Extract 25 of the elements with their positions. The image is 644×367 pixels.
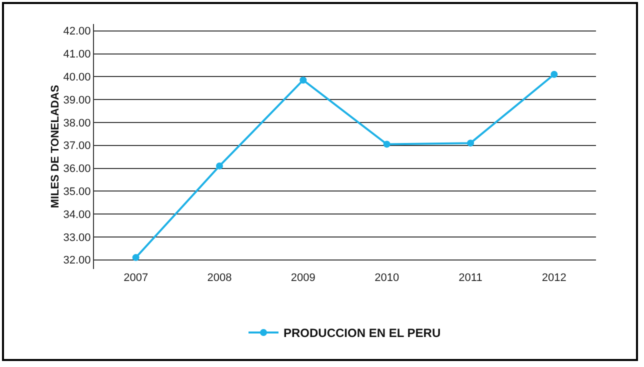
y-tick-label: 36.00 [63, 163, 91, 176]
y-tick-label: 32.00 [63, 254, 91, 267]
x-tick-label: 2012 [542, 272, 566, 284]
point [216, 162, 223, 170]
y-tick-label: 39.00 [63, 94, 91, 106]
y-tick-label: 33.00 [63, 232, 91, 244]
y-tick-label: 41.00 [63, 48, 91, 61]
y-tick-label: 38.00 [63, 117, 91, 130]
y-tick-label: 40.00 [63, 72, 91, 84]
y-axis-title: MILES DE TONELADAS [49, 84, 62, 208]
x-tick-label: 2011 [458, 272, 482, 284]
point [383, 140, 390, 148]
x-tick-label: 2010 [374, 272, 400, 284]
x-tick-label: 2007 [124, 272, 148, 284]
y-tick-label: 34.00 [63, 208, 91, 221]
legend-label: PRODUCCION EN EL PERU [284, 326, 441, 340]
y-tick-label: 42.00 [63, 26, 91, 38]
point [550, 70, 558, 78]
point [467, 140, 474, 147]
y-tick-label: 35.00 [63, 186, 91, 198]
x-tick-label: 2009 [290, 272, 316, 284]
point [300, 76, 307, 84]
point [132, 254, 140, 262]
y-tick-label: 37.00 [63, 140, 91, 152]
x-tick-label: 2008 [207, 272, 232, 284]
